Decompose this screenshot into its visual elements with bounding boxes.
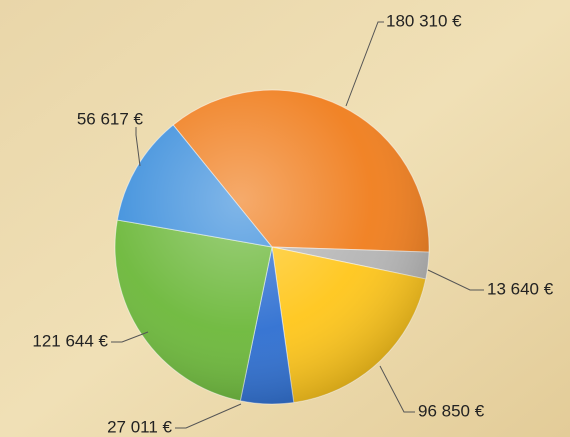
data-label: 13 640 € xyxy=(487,279,554,298)
leader-line xyxy=(111,331,149,343)
leader-line xyxy=(135,127,141,167)
pie xyxy=(114,89,430,405)
leader-line xyxy=(175,403,242,429)
data-label: 121 644 € xyxy=(32,331,108,350)
leader-line xyxy=(379,365,415,413)
data-label: 96 850 € xyxy=(418,401,485,420)
leader-line xyxy=(427,269,484,291)
data-label: 27 011 € xyxy=(107,417,172,436)
labels: 180 310 € 13 640 € 96 850 € 27 011 € 121 644… xyxy=(32,11,553,436)
leader-line xyxy=(345,21,384,107)
data-label: 56 617 € xyxy=(77,109,144,128)
data-label: 180 310 € xyxy=(386,11,462,30)
